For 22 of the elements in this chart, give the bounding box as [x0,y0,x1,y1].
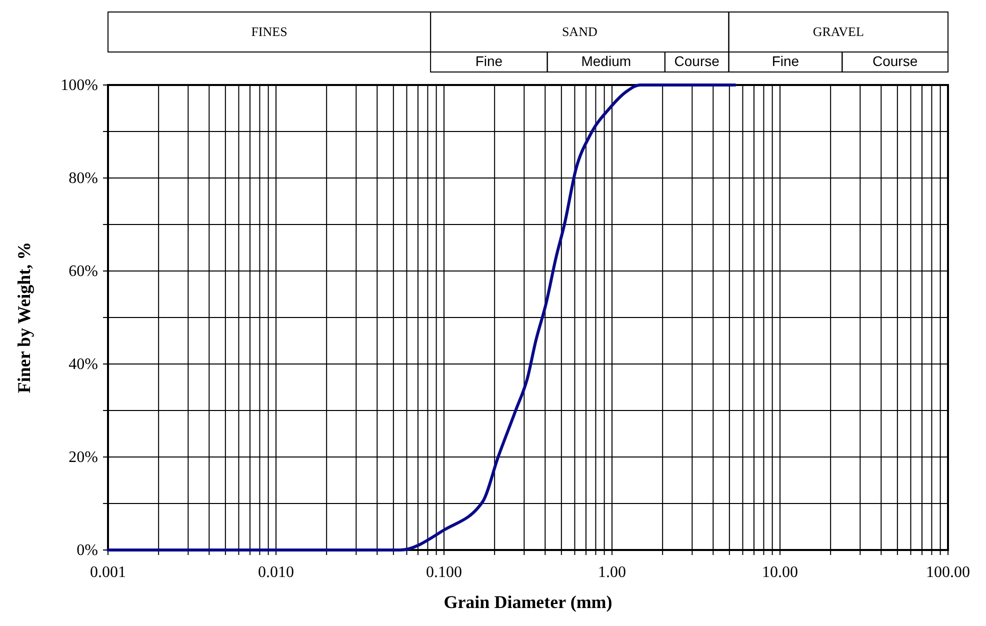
text: Medium [581,53,632,69]
text: Course [872,53,918,69]
text: SAND [562,24,598,39]
x-tick-label: 10.00 [762,564,798,581]
y-tick-label: 20% [68,449,98,466]
y-tick-label: 40% [68,356,98,373]
text: Fine [475,53,503,69]
text: FINES [251,24,288,39]
y-tick-label: 60% [68,263,98,280]
x-tick-label: 1.00 [598,564,626,581]
y-tick-label: 80% [68,170,98,187]
y-tick-label: 0% [76,542,98,559]
x-axis-title: Grain Diameter (mm) [444,592,612,612]
text: Course [674,53,720,69]
x-tick-label: 0.100 [426,564,462,581]
y-axis-title: Finer by Weight, % [14,242,34,394]
x-tick-label: 0.010 [258,564,294,581]
y-tick-label: 100% [60,77,98,94]
x-tick-label: 100.00 [926,564,970,581]
text: Fine [772,53,800,69]
x-tick-label: 0.001 [90,564,126,581]
text: GRAVEL [812,24,864,39]
